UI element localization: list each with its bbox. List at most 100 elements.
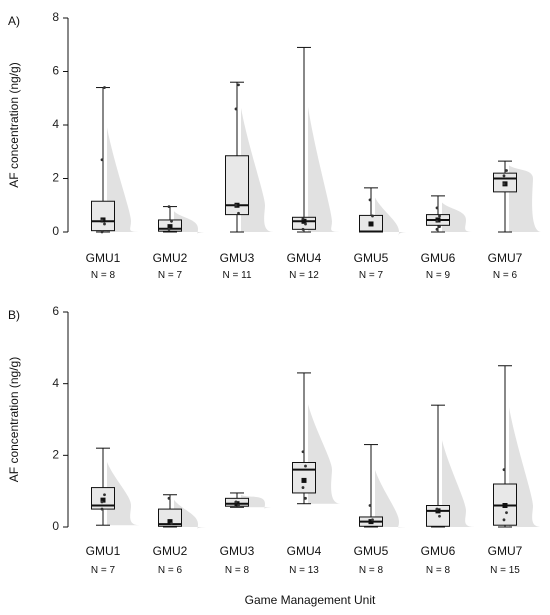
panel-b-n-label: N = 6 — [158, 565, 183, 576]
panel-a-group-6 — [426, 195, 475, 233]
panel-a-category-label: GMU6 — [421, 251, 456, 265]
panel-a-category-label: GMU3 — [220, 251, 255, 265]
panel-a-n-label: N = 12 — [289, 270, 319, 281]
panel-b-point — [502, 518, 506, 522]
panel-b-label: B) — [8, 308, 20, 322]
panel-b-point — [502, 468, 506, 472]
panel-b-violin-2 — [174, 499, 207, 529]
panel-b-y-axis-label: AF concentration (ng/g) — [7, 357, 21, 482]
panel-a-point — [237, 211, 240, 215]
panel-b-violin-5 — [375, 469, 408, 528]
panel-a-point — [502, 174, 506, 178]
panel-a-point — [100, 218, 104, 222]
panel-b-n-label: N = 15 — [490, 565, 520, 576]
panel-b-group-4 — [292, 372, 341, 505]
panel-b-category-label: GMU5 — [354, 544, 389, 558]
panel-a-box-3 — [225, 155, 249, 216]
panel-b-point — [100, 500, 104, 504]
panel-a-point — [502, 182, 506, 186]
panel-a-point — [435, 227, 439, 231]
panel-b-point — [304, 464, 307, 468]
panel-a-category-label: GMU1 — [86, 251, 121, 265]
panel-a-point — [438, 214, 441, 218]
panel-a-violin-6 — [442, 202, 475, 232]
panel-b-violin-3 — [241, 494, 274, 509]
panel-b-box-2 — [158, 508, 182, 527]
panel-b-violin-4 — [308, 404, 341, 504]
panel-a-y-tick-label: 4 — [52, 117, 59, 131]
panel-a-violin-4 — [308, 106, 341, 232]
panel-b-y-tick-label: 0 — [52, 519, 59, 533]
panel-b-point — [505, 511, 508, 515]
panel-b-category-label: GMU3 — [220, 544, 255, 558]
panel-a-group-7 — [493, 160, 542, 233]
panel-b-y-tick-label: 6 — [52, 304, 59, 318]
panel-a-y-axis-label: AF concentration (ng/g) — [7, 62, 21, 187]
panel-b-mean-1 — [100, 497, 106, 503]
panel-b-n-label: N = 8 — [225, 565, 250, 576]
panel-a-point — [368, 198, 372, 202]
panel-a-group-3 — [225, 81, 274, 233]
panel-b-category-label: GMU1 — [86, 544, 121, 558]
panel-a-group-5 — [359, 187, 408, 236]
panel-b-category-label: GMU2 — [153, 544, 188, 558]
panel-b-mean-4 — [301, 477, 307, 483]
panel-b-group-2 — [158, 494, 207, 529]
panel-b-point — [371, 518, 374, 522]
panel-a-point — [304, 222, 307, 226]
panel-b-mean-3 — [234, 501, 240, 507]
panel-a-category-label: GMU2 — [153, 251, 188, 265]
panel-a-point — [100, 158, 104, 162]
panel-b-mean-7 — [502, 503, 508, 508]
panel-a-n-label: N = 7 — [359, 270, 384, 281]
panel-a-group-1 — [91, 86, 140, 234]
panel-b-n-label: N = 8 — [359, 565, 384, 576]
panel-b-point — [234, 500, 238, 504]
panel-a-point — [435, 206, 439, 210]
panel-b-point — [237, 504, 240, 507]
panel-a-group-2 — [158, 205, 207, 234]
panel-b-group-1 — [91, 447, 140, 526]
panel-b-point — [103, 493, 106, 497]
panel-b-point — [100, 507, 104, 511]
panel-b-n-label: N = 8 — [426, 565, 451, 576]
panel-b-x-axis-label: Game Management Unit — [245, 593, 376, 607]
panel-b-category-label: GMU6 — [421, 544, 456, 558]
panel-a-point — [103, 86, 106, 89]
panel-b-violin-6 — [442, 440, 475, 527]
panel-a-point — [103, 222, 106, 226]
panel-b-point — [301, 486, 305, 489]
panel-b-violin-1 — [107, 461, 140, 526]
panel-a-n-label: N = 8 — [91, 270, 116, 281]
panel-a-point — [505, 169, 508, 172]
panel-b-group-3 — [225, 492, 274, 509]
panel-a-point — [234, 203, 238, 207]
panel-b-group-5 — [359, 444, 408, 528]
panel-b-group-6 — [426, 404, 475, 528]
panel-b-point — [435, 507, 439, 511]
panel-a-mean-4 — [301, 218, 307, 224]
panel-a-mean-5 — [368, 221, 374, 227]
panel-a-point — [100, 230, 104, 234]
panel-a-violin-1 — [107, 127, 140, 232]
panel-a-box-1 — [91, 200, 115, 232]
panel-a-point — [435, 219, 439, 223]
panel-b-point — [167, 496, 171, 500]
panel-a-n-label: N = 9 — [426, 270, 451, 281]
panel-b-point — [301, 450, 305, 454]
panel-a-point — [301, 217, 305, 221]
panel-b-violin-7 — [509, 407, 542, 527]
panel-a-point — [170, 219, 173, 223]
panel-a-point — [167, 227, 171, 231]
panel-a-y-tick-label: 8 — [52, 10, 59, 24]
panel-a-n-label: N = 7 — [158, 270, 183, 281]
panel-b-category-label: GMU4 — [287, 544, 322, 558]
panel-b-mean-5 — [368, 519, 374, 525]
panel-b-point — [438, 514, 441, 518]
panel-a-category-label: GMU7 — [488, 251, 523, 265]
panel-b-n-label: N = 7 — [91, 565, 116, 576]
panel-a-n-label: N = 6 — [493, 270, 518, 281]
panel-b-y-tick-label: 4 — [52, 376, 59, 390]
panel-b-point — [368, 504, 372, 507]
